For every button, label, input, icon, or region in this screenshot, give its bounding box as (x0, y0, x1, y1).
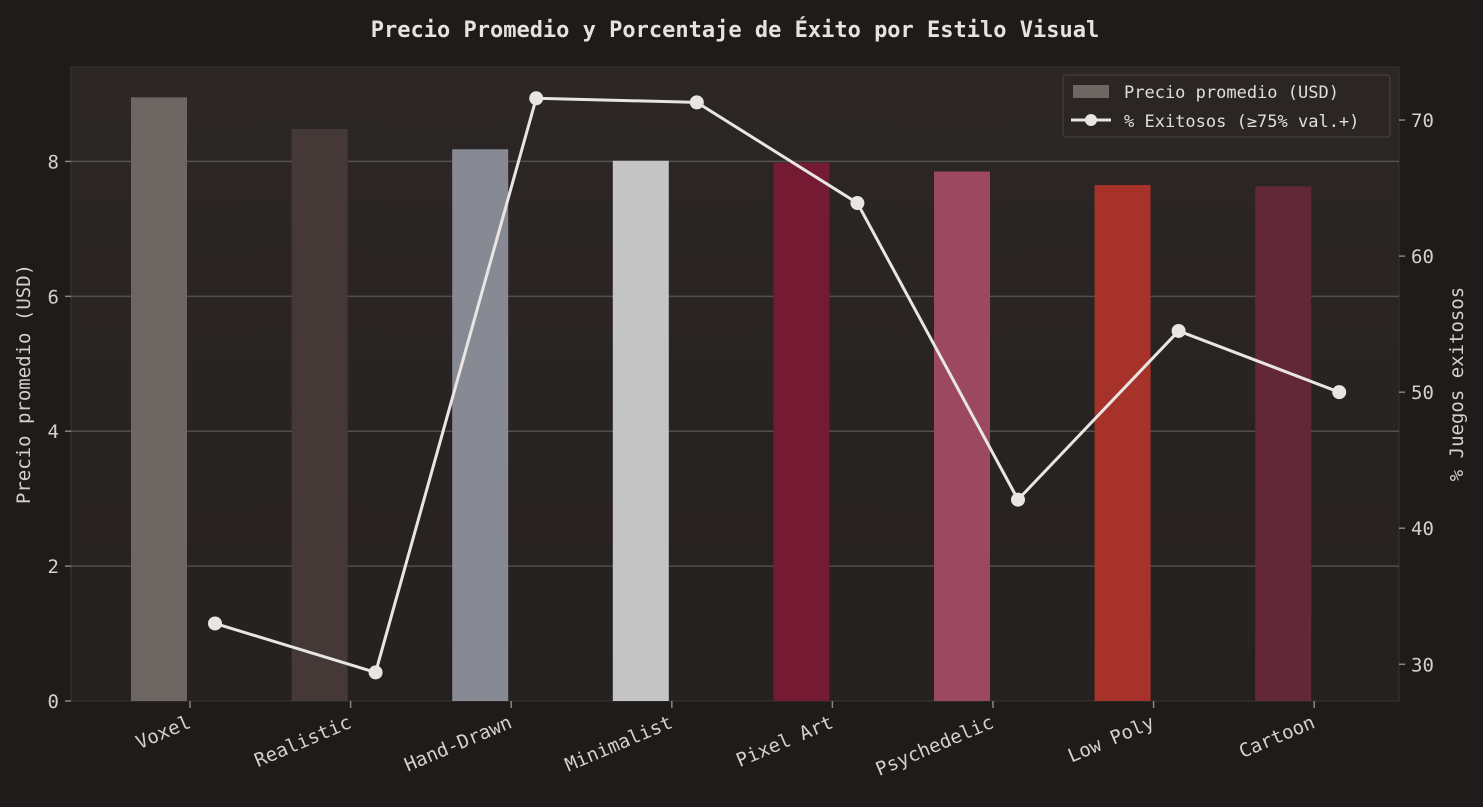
bar (773, 162, 830, 701)
legend: Precio promedio (USD) % Exitosos (≥75% v… (1062, 74, 1391, 138)
y-tick-label-right: 50 (1411, 382, 1434, 404)
y-tick-label-right: 70 (1411, 110, 1434, 132)
bar-series (131, 97, 1312, 702)
line-point (689, 95, 704, 110)
bar (612, 160, 669, 701)
x-tick-label: Psychedelic (873, 711, 997, 780)
bar (1094, 185, 1151, 701)
x-tick-label: Pixel Art (733, 711, 836, 771)
line-point (1332, 385, 1347, 400)
x-tick-label: Realistic (251, 711, 354, 771)
legend-line-marker (1085, 114, 1097, 126)
y-tick-label-left: 0 (48, 691, 59, 713)
legend-bar-swatch (1073, 85, 1109, 98)
y-tick-label-right: 30 (1411, 654, 1434, 676)
line-point (1171, 323, 1186, 338)
bar (934, 171, 990, 702)
bar (1255, 186, 1312, 701)
y-tick-label-left: 4 (48, 421, 59, 443)
line-point (208, 616, 222, 631)
y-tick-label-right: 60 (1411, 246, 1434, 268)
y-tick-label-left: 2 (48, 556, 59, 578)
bar (452, 149, 509, 702)
y-axis-left-label: Precio promedio (USD) (13, 264, 35, 504)
line-point (529, 91, 544, 106)
bar (291, 129, 348, 701)
x-tick-label: Voxel (133, 711, 194, 754)
legend-label-success: % Exitosos (≥75% val.+) (1124, 112, 1359, 132)
line-series (208, 91, 1347, 680)
line-point (850, 196, 865, 211)
y-tick-label-left: 8 (48, 151, 59, 173)
success-line (214, 96, 1340, 674)
x-tick-label: Hand-Drawn (401, 711, 515, 776)
y-tick-label-left: 6 (48, 286, 59, 308)
legend-label-price: Precio promedio (USD) (1124, 83, 1339, 103)
y-axis-right-label: % Juegos exitosos (1446, 287, 1468, 481)
legend-box (1062, 74, 1391, 138)
x-tick-label: Low Poly (1065, 711, 1158, 767)
line-point (368, 665, 383, 680)
y-tick-label-right: 40 (1411, 518, 1434, 540)
x-tick-label: Minimalist (562, 711, 676, 776)
x-tick-label: Cartoon (1236, 711, 1318, 763)
bar (131, 97, 187, 701)
line-point (1011, 492, 1025, 507)
chart-title: Precio Promedio y Porcentaje de Éxito po… (371, 17, 1099, 43)
